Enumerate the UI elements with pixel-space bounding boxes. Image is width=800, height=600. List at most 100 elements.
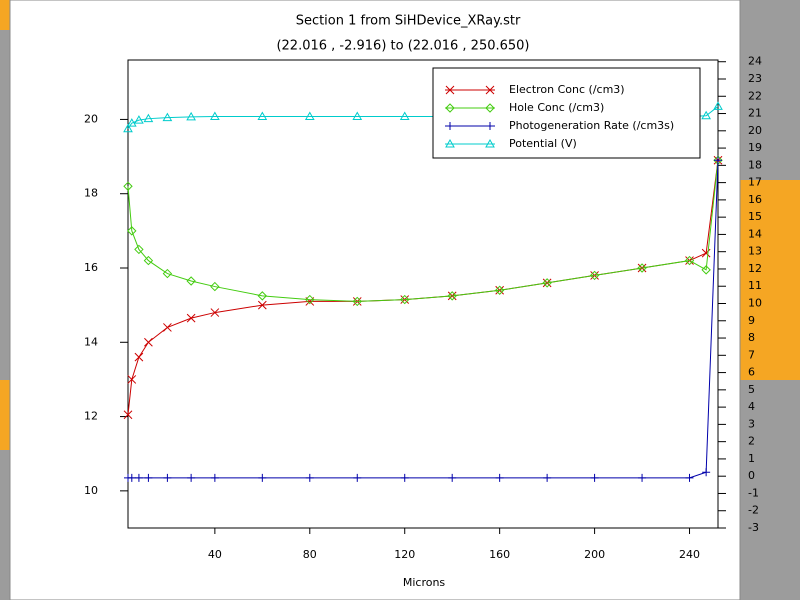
y2-tick-label: 8 bbox=[748, 331, 755, 344]
legend-marker bbox=[445, 138, 455, 148]
y2-tick-label: -2 bbox=[748, 504, 759, 517]
y2-tick-label: 16 bbox=[748, 193, 762, 206]
marker bbox=[352, 111, 363, 120]
y2-tick-label: 11 bbox=[748, 279, 762, 292]
marker bbox=[495, 473, 504, 482]
y2-tick-label: 15 bbox=[748, 210, 762, 223]
marker bbox=[543, 473, 552, 482]
marker bbox=[257, 111, 268, 120]
x-tick-label: 160 bbox=[489, 548, 510, 561]
y-tick-label: 16 bbox=[84, 261, 98, 274]
marker bbox=[684, 255, 695, 266]
marker bbox=[400, 473, 409, 482]
marker bbox=[590, 473, 599, 482]
marker bbox=[494, 285, 505, 295]
legend-marker bbox=[446, 122, 454, 130]
y2-tick-label: 3 bbox=[748, 417, 755, 430]
x-tick-label: 120 bbox=[394, 548, 415, 561]
y2-tick-label: 12 bbox=[748, 262, 762, 275]
marker bbox=[187, 473, 196, 482]
marker bbox=[123, 410, 133, 420]
y-tick-label: 20 bbox=[84, 112, 98, 125]
marker bbox=[637, 263, 647, 273]
marker bbox=[134, 352, 144, 362]
legend-marker bbox=[486, 122, 494, 130]
y2-tick-label: 0 bbox=[748, 469, 755, 482]
marker bbox=[143, 255, 154, 266]
marker bbox=[400, 294, 410, 305]
marker bbox=[143, 113, 154, 123]
y-tick-label: 10 bbox=[84, 484, 98, 497]
legend-box bbox=[432, 67, 701, 159]
marker bbox=[134, 473, 143, 482]
marker bbox=[163, 473, 172, 482]
marker bbox=[127, 226, 137, 236]
marker bbox=[134, 115, 144, 124]
y-tick-label: 14 bbox=[84, 335, 98, 348]
y2-tick-label: 14 bbox=[748, 227, 762, 240]
background-window bbox=[740, 180, 800, 380]
y2-tick-label: 9 bbox=[748, 314, 755, 327]
marker bbox=[305, 473, 314, 482]
legend-marker bbox=[485, 103, 495, 113]
marker bbox=[714, 156, 722, 165]
plot-frame bbox=[127, 59, 719, 529]
marker bbox=[399, 111, 410, 120]
y2-tick-label: 13 bbox=[748, 245, 762, 258]
x-tick-label: 200 bbox=[584, 548, 605, 561]
marker bbox=[186, 111, 196, 121]
y2-tick-label: 22 bbox=[748, 89, 762, 102]
marker bbox=[162, 112, 173, 122]
marker bbox=[638, 473, 647, 482]
x-tick-label: 40 bbox=[208, 548, 222, 561]
x-tick-label: 240 bbox=[679, 548, 700, 561]
marker bbox=[352, 296, 362, 307]
y2-tick-label: 6 bbox=[748, 366, 755, 379]
marker bbox=[257, 291, 268, 301]
legend-marker bbox=[485, 85, 495, 95]
y2-tick-label: 17 bbox=[748, 176, 762, 189]
legend-marker bbox=[445, 103, 455, 113]
marker bbox=[134, 244, 144, 255]
marker bbox=[447, 291, 457, 301]
marker bbox=[144, 337, 153, 347]
y2-tick-label: 10 bbox=[748, 296, 762, 309]
marker bbox=[713, 101, 723, 110]
y2-tick-label: 24 bbox=[748, 55, 762, 68]
marker bbox=[126, 118, 137, 127]
legend-label: Potential (V) bbox=[509, 137, 577, 150]
marker bbox=[123, 181, 133, 191]
y2-tick-label: 2 bbox=[748, 435, 755, 448]
chart-subtitle: (22.016 , -2.916) to (22.016 , 250.650) bbox=[276, 39, 529, 54]
marker bbox=[701, 110, 711, 120]
marker bbox=[127, 473, 136, 482]
x-axis-label: Microns bbox=[403, 576, 446, 589]
y2-tick-label: 23 bbox=[748, 72, 762, 85]
y2-tick-label: 1 bbox=[748, 452, 755, 465]
marker bbox=[163, 323, 172, 332]
y-tick-label: 12 bbox=[84, 410, 98, 423]
y2-tick-label: 21 bbox=[748, 107, 762, 120]
background-window bbox=[0, 380, 10, 450]
y2-tick-label: -1 bbox=[748, 486, 759, 499]
y2-tick-label: 7 bbox=[748, 348, 755, 361]
marker bbox=[542, 278, 552, 288]
chart-title: Section 1 from SiHDevice_XRay.str bbox=[296, 14, 521, 29]
y2-tick-label: 19 bbox=[748, 141, 762, 154]
marker bbox=[589, 270, 600, 281]
marker bbox=[448, 473, 457, 482]
marker bbox=[353, 473, 362, 482]
marker bbox=[210, 308, 220, 317]
marker bbox=[162, 268, 173, 279]
marker bbox=[701, 265, 711, 275]
y2-tick-label: -3 bbox=[748, 521, 759, 534]
marker bbox=[210, 111, 220, 120]
legend-label: Photogeneration Rate (/cm3s) bbox=[509, 119, 674, 132]
marker bbox=[258, 473, 267, 482]
y2-tick-label: 18 bbox=[748, 158, 762, 171]
series-line bbox=[127, 160, 719, 302]
y2-tick-label: 4 bbox=[748, 400, 755, 413]
marker bbox=[210, 473, 219, 482]
